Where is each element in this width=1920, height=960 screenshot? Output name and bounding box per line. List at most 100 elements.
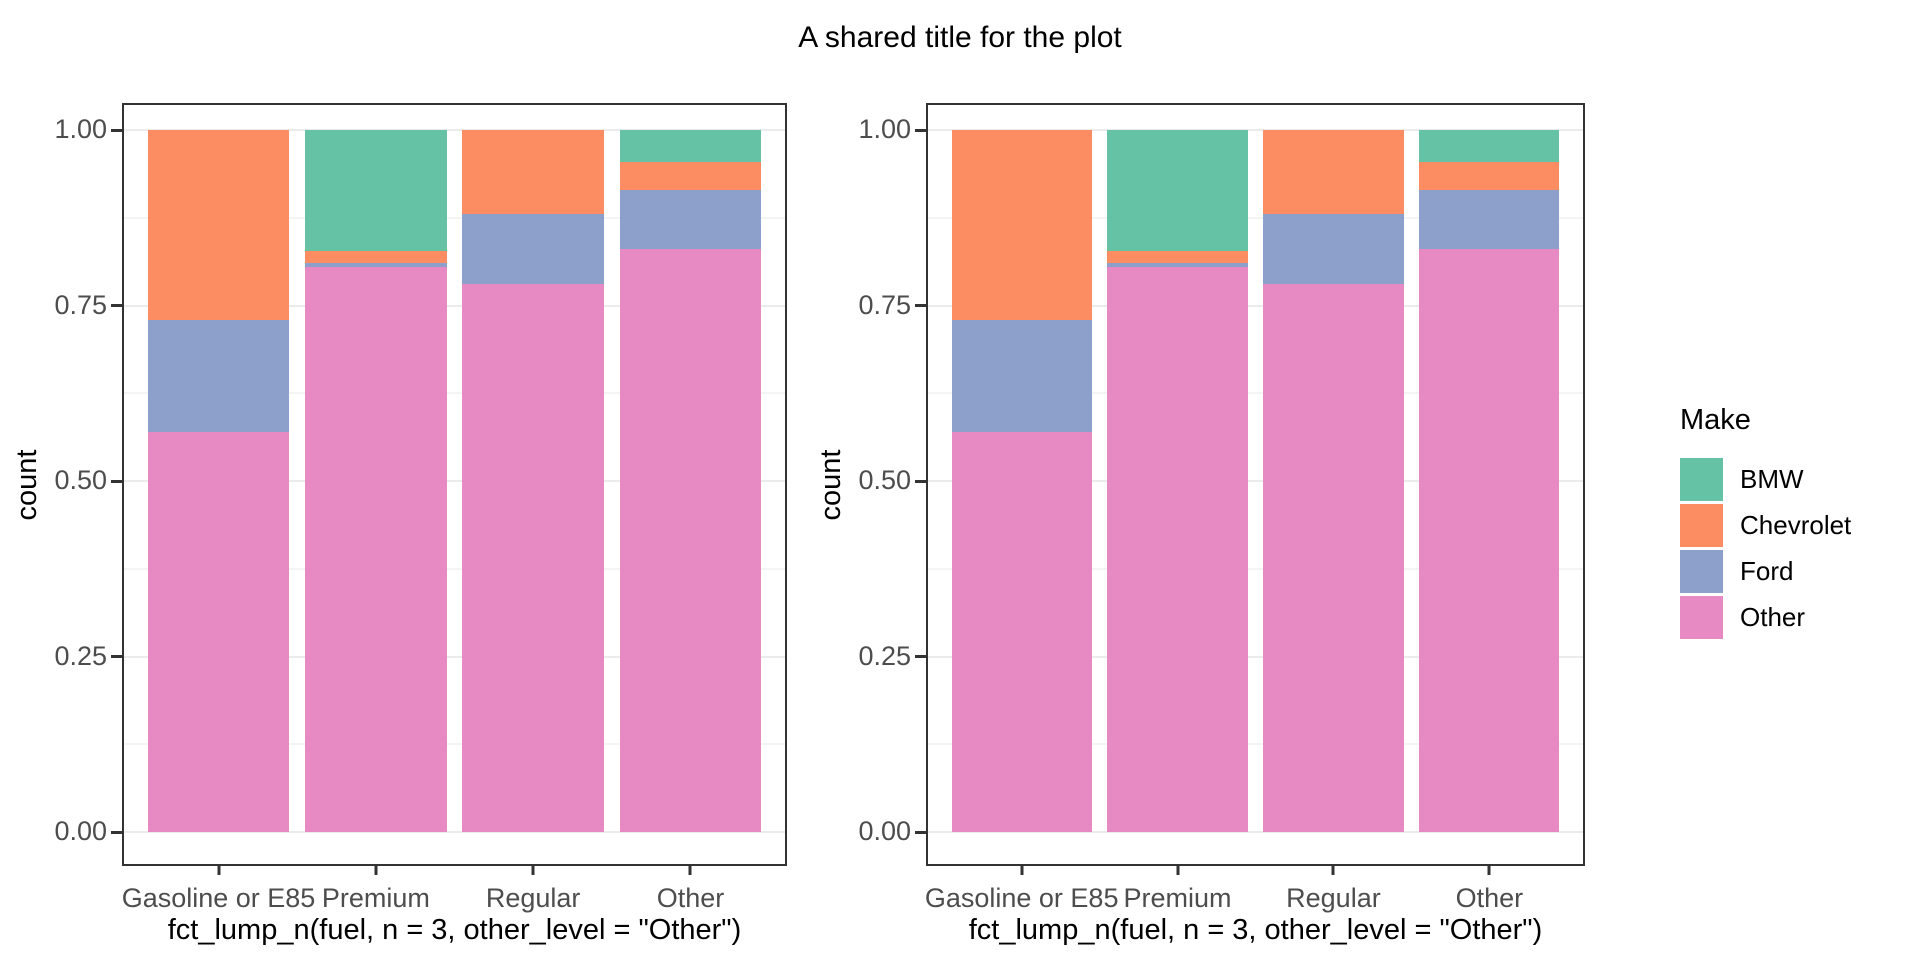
bar-segment-chevrolet <box>951 130 1092 320</box>
y-axis-tick-label: 0.50 <box>54 464 107 495</box>
x-axis-category-label: Gasoline or E85 <box>121 883 316 913</box>
y-axis-tick <box>915 479 926 483</box>
y-axis-tick <box>111 479 122 483</box>
gridline-minor <box>928 392 1583 395</box>
gridline-major <box>124 831 785 833</box>
gridline-minor <box>928 216 1583 219</box>
bar-segment-ford <box>462 214 604 285</box>
gridline-major <box>124 480 785 482</box>
legend-swatch-other <box>1680 596 1723 639</box>
bar-segment-ford <box>619 189 762 250</box>
bar-segment-bmw <box>619 130 762 162</box>
gridline-major <box>928 831 1583 833</box>
gridline-minor <box>124 743 785 746</box>
legend-label: Ford <box>1740 556 1794 586</box>
legend-swatch-chevrolet <box>1680 504 1723 547</box>
legend-swatch-ford <box>1680 550 1723 593</box>
bar-segment-chevrolet <box>1263 130 1404 215</box>
x-axis-category-label: Other <box>1455 883 1524 913</box>
x-axis-category-label: Regular <box>1286 883 1381 913</box>
y-axis-tick-label: 1.00 <box>54 113 107 144</box>
bar-segment-other <box>951 431 1092 832</box>
legend-item: Chevrolet <box>1680 504 1851 547</box>
gridline-minor <box>928 567 1583 570</box>
x-axis-category-label: Premium <box>321 883 430 913</box>
bar-segment-other <box>619 249 762 832</box>
bar-segment-bmw <box>1419 130 1560 162</box>
x-axis-tick <box>1487 864 1491 875</box>
legend-title: Make <box>1680 404 1751 436</box>
y-axis-tick <box>915 655 926 658</box>
legend-swatch-bmw <box>1680 458 1723 501</box>
bar-segment-chevrolet <box>619 161 762 190</box>
stacked-bar <box>462 130 604 832</box>
y-axis-tick <box>111 304 122 307</box>
chart-panel-right: 0.00 0.25 0.50 0.75 1.00 Gasoline or E85 Premi… <box>815 103 1585 946</box>
stacked-bar <box>951 130 1092 832</box>
x-axis-tick <box>531 864 535 875</box>
gridline-major <box>928 480 1583 482</box>
bar-segment-other <box>147 431 290 832</box>
gridline-major <box>124 129 785 131</box>
y-axis-title: count <box>815 449 847 520</box>
legend: Make BMW Chevrolet Ford Other <box>1680 404 1851 642</box>
y-axis-tick-label: 0.00 <box>858 815 911 846</box>
gridline-major <box>928 129 1583 131</box>
bar-segment-ford <box>147 319 290 432</box>
bar-segment-other <box>1419 249 1560 832</box>
y-axis-tick <box>111 128 122 132</box>
stacked-bar <box>1419 130 1560 832</box>
legend-item: BMW <box>1680 458 1851 501</box>
x-axis-tick <box>374 864 378 875</box>
gridline-minor <box>124 216 785 219</box>
y-axis-tick <box>111 655 122 658</box>
x-axis-title: fct_lump_n(fuel, n = 3, other_level = "O… <box>167 914 742 946</box>
bar-segment-other <box>1107 266 1248 832</box>
x-axis-tick <box>688 864 692 875</box>
y-axis-tick-label: 1.00 <box>858 113 911 144</box>
stacked-bar <box>1263 130 1404 832</box>
gridline-major <box>124 304 785 307</box>
bar-segment-other <box>305 266 447 832</box>
x-axis-tick <box>1020 864 1024 875</box>
stacked-bar <box>147 130 290 832</box>
stacked-bar <box>1107 130 1248 832</box>
bar-segment-ford <box>1419 189 1560 250</box>
bar-segment-chevrolet <box>305 251 447 264</box>
y-axis-tick <box>111 830 122 834</box>
gridline-major <box>928 655 1583 658</box>
bar-segment-bmw <box>1107 130 1248 252</box>
bar-segment-ford <box>1107 263 1248 267</box>
y-axis-tick <box>915 830 926 834</box>
x-axis-category-label: Gasoline or E85 <box>924 883 1119 913</box>
bar-segment-chevrolet <box>1419 161 1560 190</box>
x-axis-category-label: Other <box>656 883 725 913</box>
x-axis-category-label: Premium <box>1123 883 1232 913</box>
y-axis-tick-label: 0.50 <box>858 464 911 495</box>
legend-items: BMW Chevrolet Ford Other <box>1680 458 1851 639</box>
y-axis-tick <box>915 128 926 132</box>
y-axis-tick-label: 0.25 <box>858 640 911 671</box>
legend-item: Ford <box>1680 550 1851 593</box>
stacked-bar <box>619 130 762 832</box>
gridline-minor <box>124 392 785 395</box>
plot-title: A shared title for the plot <box>798 21 1122 54</box>
legend-label: Chevrolet <box>1740 510 1852 540</box>
gridline-major <box>124 655 785 658</box>
gridline-major <box>928 304 1583 307</box>
bar-segment-other <box>462 284 604 832</box>
bar-segment-ford <box>305 263 447 267</box>
gridline-minor <box>928 743 1583 746</box>
legend-item: Other <box>1680 596 1851 639</box>
y-axis-tick-label: 0.75 <box>54 289 107 320</box>
chart-panel-left: 0.00 0.25 0.50 0.75 1.00 Gasoline or E85 Premi… <box>11 103 787 946</box>
legend-label: Other <box>1740 602 1806 632</box>
x-axis-category-label: Regular <box>485 883 581 913</box>
y-axis-tick-label: 0.25 <box>54 640 107 671</box>
bar-segment-ford <box>1263 214 1404 285</box>
y-axis-tick-label: 0.00 <box>54 815 107 846</box>
y-axis-title: count <box>11 449 43 520</box>
x-axis-tick <box>1176 864 1180 875</box>
x-axis-title: fct_lump_n(fuel, n = 3, other_level = "O… <box>968 914 1543 946</box>
y-axis-tick-label: 0.75 <box>858 289 911 320</box>
